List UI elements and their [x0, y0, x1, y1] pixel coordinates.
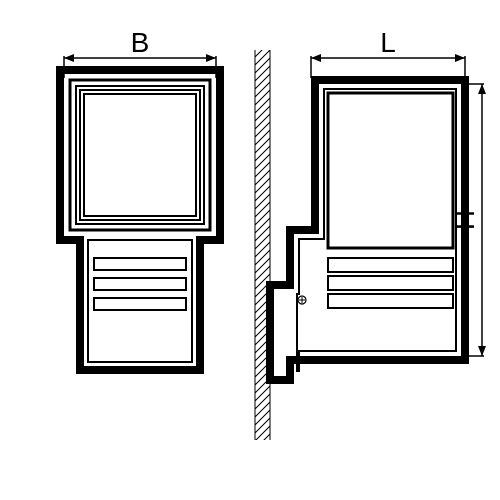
front-slot — [94, 298, 186, 310]
front-slot — [94, 258, 186, 270]
side-outline — [270, 80, 465, 380]
front-slot — [94, 278, 186, 290]
dimension-l: L — [311, 27, 465, 78]
dim-label-h: H — [449, 210, 480, 230]
dim-label-l: L — [380, 27, 396, 58]
front-inner-frame — [70, 80, 210, 230]
dim-label-b: B — [131, 27, 150, 58]
front-inner-frame — [80, 90, 200, 220]
front-inner-frame — [76, 86, 204, 224]
front-inner-frame — [84, 94, 196, 216]
